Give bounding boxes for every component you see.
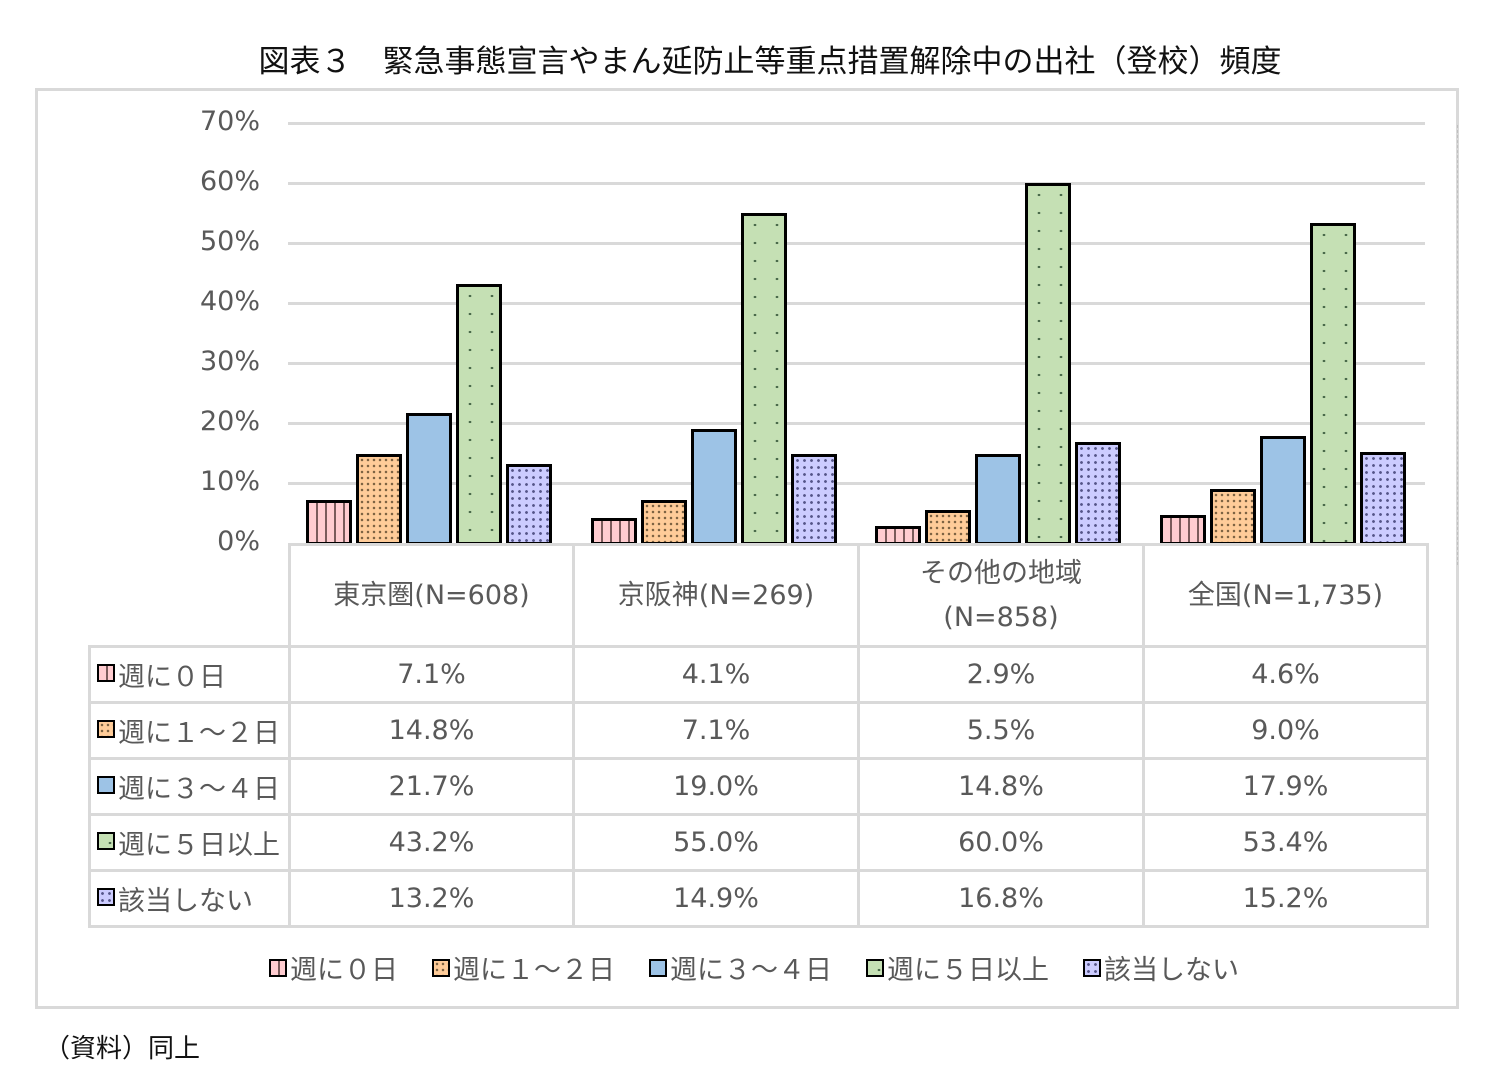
table-cell: 43.2% xyxy=(288,813,575,872)
legend-item: 週に５日以上 xyxy=(866,948,1049,987)
legend-item: 該当しない xyxy=(1083,948,1239,987)
legend-swatch-icon xyxy=(97,720,115,738)
bar xyxy=(740,213,787,545)
table-cell: 53.4% xyxy=(1142,813,1429,872)
table-cell: 17.9% xyxy=(1142,757,1429,816)
table-row: 週に５日以上 43.2% 55.0% 60.0% 53.4% xyxy=(88,813,1429,872)
y-tick-label: 50% xyxy=(199,226,260,257)
category-header-row: 東京圏(N=608) 京阪神(N=269) その他の地域 (N=858) 全国(N… xyxy=(89,543,1429,648)
y-tick-label: 60% xyxy=(199,166,260,197)
table-corner xyxy=(89,544,291,648)
category-header: その他の地域 (N=858) xyxy=(857,543,1145,648)
table-cell: 9.0% xyxy=(1142,701,1429,760)
category-header: 京阪神(N=269) xyxy=(572,543,860,648)
table-cell: 60.0% xyxy=(857,813,1145,872)
bar xyxy=(1209,489,1256,545)
bar xyxy=(875,525,921,545)
bar xyxy=(1309,222,1356,545)
gridline xyxy=(288,302,1425,305)
table-cell: 7.1% xyxy=(288,645,575,704)
bar xyxy=(1159,515,1206,545)
table-cell: 55.0% xyxy=(572,813,860,872)
data-table: 東京圏(N=608) 京阪神(N=269) その他の地域 (N=858) 全国(N… xyxy=(88,543,1429,928)
row-header: 週に０日 xyxy=(88,645,291,704)
y-tick-label: 30% xyxy=(199,346,260,377)
row-header: 該当しない xyxy=(88,869,291,928)
y-tick-label: 40% xyxy=(199,286,260,317)
source-note: （資料）同上 xyxy=(44,1034,201,1064)
gridline xyxy=(288,422,1425,425)
bar xyxy=(790,453,837,545)
table-cell: 13.2% xyxy=(288,869,575,928)
y-tick-label: 10% xyxy=(199,466,260,497)
legend-item: 週に０日 xyxy=(269,948,398,987)
legend-swatch-icon xyxy=(866,958,884,977)
legend-swatch-icon xyxy=(97,832,115,850)
table-cell: 14.8% xyxy=(288,701,575,760)
table-cell: 4.1% xyxy=(572,645,860,704)
bar xyxy=(1025,183,1071,545)
bar xyxy=(456,283,502,545)
y-tick-label: 70% xyxy=(199,106,260,137)
chart-legend: 週に０日 週に１～２日 週に３～４日 週に５日以上 該当しない xyxy=(0,948,1498,987)
table-row: 週に０日 7.1% 4.1% 2.9% 4.6% xyxy=(88,645,1429,704)
bar xyxy=(590,518,637,545)
table-cell: 14.8% xyxy=(857,757,1145,816)
bar xyxy=(690,429,737,545)
table-row: 週に１～２日 14.8% 7.1% 5.5% 9.0% xyxy=(88,701,1429,760)
table-cell: 15.2% xyxy=(1142,869,1429,928)
gridline xyxy=(288,122,1425,125)
table-row: 該当しない 13.2% 14.9% 16.8% 15.2% xyxy=(88,869,1429,928)
table-cell: 4.6% xyxy=(1142,645,1429,704)
row-header: 週に１～２日 xyxy=(88,701,291,760)
bar xyxy=(1359,451,1406,545)
category-header: 全国(N=1,735) xyxy=(1142,543,1429,648)
table-cell: 16.8% xyxy=(857,869,1145,928)
table-cell: 19.0% xyxy=(572,757,860,816)
category-header: 東京圏(N=608) xyxy=(288,543,575,648)
gridline xyxy=(288,482,1425,485)
table-cell: 14.9% xyxy=(572,869,860,928)
bar xyxy=(975,454,1021,545)
legend-swatch-icon xyxy=(649,958,667,977)
legend-swatch-icon xyxy=(97,776,115,794)
bar xyxy=(356,454,402,545)
legend-swatch-icon xyxy=(97,888,115,906)
legend-swatch-icon xyxy=(97,664,115,682)
bar xyxy=(925,510,971,545)
legend-item: 週に３～４日 xyxy=(649,948,832,987)
gridline xyxy=(288,242,1425,245)
legend-swatch-icon xyxy=(269,958,287,977)
y-tick-label: 20% xyxy=(199,406,260,437)
plot-area-edge xyxy=(1457,125,1458,565)
bar xyxy=(640,500,687,545)
table-cell: 21.7% xyxy=(288,757,575,816)
table-cell: 7.1% xyxy=(572,701,860,760)
legend-item: 週に１～２日 xyxy=(432,948,615,987)
bar xyxy=(1259,435,1306,545)
gridline xyxy=(288,182,1425,185)
chart-title: 図表３ 緊急事態宣言やまん延防止等重点措置解除中の出社（登校）頻度 xyxy=(258,44,1282,80)
bar xyxy=(506,463,552,545)
row-header: 週に３～４日 xyxy=(88,757,291,816)
table-cell: 5.5% xyxy=(857,701,1145,760)
legend-swatch-icon xyxy=(432,958,450,977)
table-row: 週に３～４日 21.7% 19.0% 14.8% 17.9% xyxy=(88,757,1429,816)
legend-swatch-icon xyxy=(1083,958,1101,977)
bar xyxy=(306,500,352,545)
gridline xyxy=(288,362,1425,365)
bar xyxy=(406,412,452,545)
bar xyxy=(1075,442,1121,545)
table-cell: 2.9% xyxy=(857,645,1145,704)
row-header: 週に５日以上 xyxy=(88,813,291,872)
